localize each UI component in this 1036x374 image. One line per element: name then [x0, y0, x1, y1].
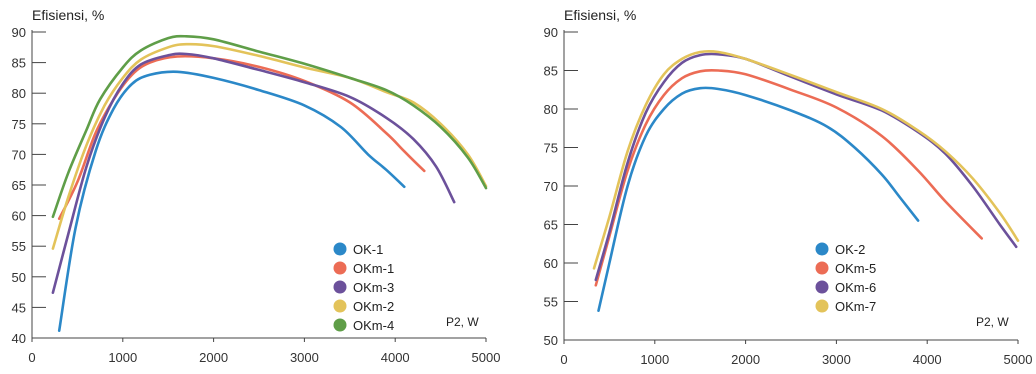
series-line-okm-2 — [51, 42, 488, 250]
legend-marker-okm-5 — [815, 261, 829, 275]
y-tick-label: 60 — [544, 256, 558, 271]
legend-marker-okm-3 — [333, 280, 347, 294]
x-tick-label: 5000 — [1004, 352, 1033, 367]
legend-marker-okm-4 — [333, 318, 347, 332]
x-tick-label: 5000 — [472, 350, 501, 365]
y-tick-label: 75 — [12, 117, 26, 132]
legend-marker-ok-2 — [815, 242, 829, 256]
legend-marker-okm-1 — [333, 261, 347, 275]
y-tick-label: 40 — [12, 331, 26, 346]
y-axis-label: Efisiensi, % — [32, 7, 104, 23]
series-line-okm-7 — [592, 49, 1020, 270]
series-line-okm-5 — [594, 68, 983, 287]
legend-marker-okm-6 — [815, 280, 829, 294]
x-tick-label: 3000 — [290, 350, 319, 365]
y-tick-label: 80 — [544, 102, 558, 117]
legend-label-ok-2: OK-2 — [835, 242, 865, 257]
legend-label-okm-3: OKm-3 — [353, 280, 394, 295]
x-tick-label: 4000 — [913, 352, 942, 367]
x-tick-label: 1000 — [640, 352, 669, 367]
y-tick-label: 70 — [544, 179, 558, 194]
legend-label-okm-2: OKm-2 — [353, 299, 394, 314]
x-tick-label: 3000 — [822, 352, 851, 367]
series-line-ok-1 — [57, 70, 406, 332]
y-tick-label: 60 — [12, 209, 26, 224]
legend-marker-ok-1 — [333, 242, 347, 256]
y-tick-label: 45 — [12, 300, 26, 315]
legend-label-okm-6: OKm-6 — [835, 280, 876, 295]
series-line-okm-6 — [594, 52, 1018, 282]
y-tick-label: 65 — [544, 218, 558, 233]
y-tick-label: 90 — [544, 25, 558, 40]
legend-marker-okm-7 — [815, 299, 829, 313]
y-tick-label: 65 — [12, 178, 26, 193]
y-tick-label: 55 — [12, 239, 26, 254]
x-axis-label: P2, W — [446, 315, 479, 329]
x-tick-label: 2000 — [199, 350, 228, 365]
y-tick-label: 90 — [12, 25, 26, 40]
series-line-okm-3 — [51, 52, 456, 294]
y-tick-label: 50 — [12, 270, 26, 285]
x-tick-label: 0 — [560, 352, 567, 367]
legend-label-okm-5: OKm-5 — [835, 261, 876, 276]
y-tick-label: 85 — [544, 64, 558, 79]
y-tick-label: 85 — [12, 56, 26, 71]
y-axis-label: Efisiensi, % — [564, 7, 636, 23]
y-tick-label: 70 — [12, 147, 26, 162]
legend-label-ok-1: OK-1 — [353, 242, 383, 257]
x-tick-label: 2000 — [731, 352, 760, 367]
y-tick-label: 50 — [544, 333, 558, 348]
y-tick-label: 75 — [544, 141, 558, 156]
series-line-ok-2 — [597, 86, 920, 312]
series-line-okm-4 — [51, 34, 488, 219]
legend-label-okm-7: OKm-7 — [835, 299, 876, 314]
legend-label-okm-1: OKm-1 — [353, 261, 394, 276]
legend-marker-okm-2 — [333, 299, 347, 313]
x-axis-label: P2, W — [976, 315, 1009, 329]
x-tick-label: 4000 — [381, 350, 410, 365]
y-tick-label: 80 — [12, 86, 26, 101]
series-line-okm-1 — [57, 54, 426, 220]
x-tick-label: 0 — [28, 350, 35, 365]
x-tick-label: 1000 — [108, 350, 137, 365]
legend-label-okm-4: OKm-4 — [353, 318, 394, 333]
y-tick-label: 55 — [544, 295, 558, 310]
